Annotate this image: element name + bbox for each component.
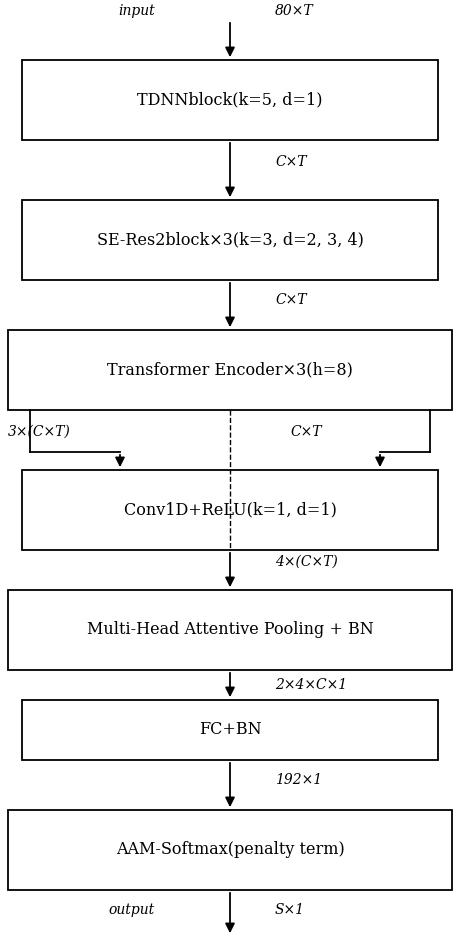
Text: S×1: S×1	[274, 903, 304, 917]
Text: Conv1D+ReLU(k=1, d=1): Conv1D+ReLU(k=1, d=1)	[123, 502, 336, 519]
Text: output: output	[108, 903, 155, 917]
Bar	[8, 590, 451, 670]
Text: C×T: C×T	[289, 425, 321, 439]
Bar	[22, 700, 437, 760]
Text: 192×1: 192×1	[274, 773, 321, 787]
Text: Multi-Head Attentive Pooling + BN: Multi-Head Attentive Pooling + BN	[86, 622, 373, 638]
Text: 4×(C×T): 4×(C×T)	[274, 555, 337, 569]
Text: TDNNblock(k=5, d=1): TDNNblock(k=5, d=1)	[137, 92, 322, 109]
Text: input: input	[118, 4, 155, 18]
Bar	[22, 200, 437, 280]
Bar	[8, 810, 451, 890]
Text: 2×4×C×1: 2×4×C×1	[274, 678, 347, 692]
Text: 3×(C×T): 3×(C×T)	[8, 425, 71, 439]
Bar	[22, 60, 437, 140]
Text: C×T: C×T	[274, 293, 306, 307]
Text: FC+BN: FC+BN	[198, 722, 261, 739]
Text: C×T: C×T	[274, 155, 306, 169]
Text: SE-Res2block×3(k=3, d=2, 3, 4): SE-Res2block×3(k=3, d=2, 3, 4)	[96, 231, 363, 248]
Bar	[8, 330, 451, 410]
Text: AAM-Softmax(penalty term): AAM-Softmax(penalty term)	[115, 841, 344, 858]
Bar	[22, 470, 437, 550]
Text: Transformer Encoder×3(h=8): Transformer Encoder×3(h=8)	[107, 361, 352, 378]
Text: 80×T: 80×T	[274, 4, 313, 18]
